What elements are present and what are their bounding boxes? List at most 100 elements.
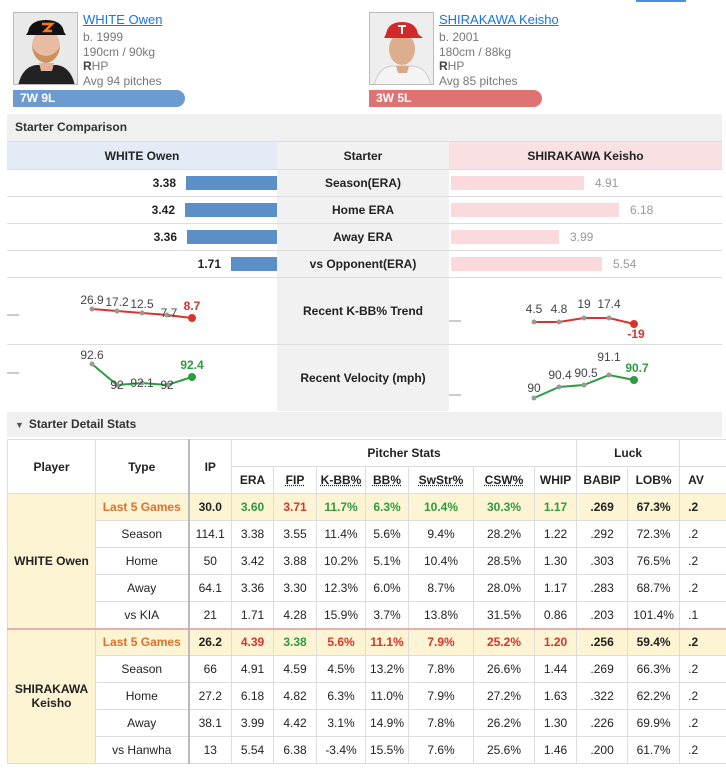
player-throws-white: RHP [83, 59, 109, 73]
row-type-cell: Last 5 Games [95, 627, 189, 656]
stat-cell-lob: 68.7% [627, 574, 681, 602]
kbb-left-point-2 [114, 308, 120, 314]
stat-cell-babip: .303 [576, 547, 629, 575]
velo-right-point-3 [581, 382, 587, 388]
era-compare-row: 3.36 Away ERA 3.99 [7, 223, 722, 250]
stat-cell-x: .2 [679, 574, 726, 602]
player-avg-pitches-white: Avg 94 pitches [83, 73, 162, 88]
stat-cell-era: 3.36 [231, 574, 274, 602]
stat-cell-kbb: -3.4% [316, 736, 366, 764]
col-fip[interactable]: FIP [273, 466, 317, 494]
stat-cell-csw: 26.2% [473, 709, 535, 737]
player-cell: WHITE Owen [7, 493, 96, 629]
stat-cell-bb: 14.9% [365, 709, 409, 737]
era-left-value: 3.36 [153, 230, 177, 244]
stat-cell-kbb: 12.3% [316, 574, 366, 602]
stat-cell-csw: 26.6% [473, 655, 535, 683]
player-name-link-shirakawa[interactable]: SHIRAKAWA Keisho [439, 12, 559, 27]
velo-left-label-5: 92.4 [180, 358, 204, 372]
detail-stats-toggle[interactable]: ▼ Starter Detail Stats [7, 412, 722, 437]
stat-cell-bb: 5.6% [365, 520, 409, 548]
kbb-left-label-3: 12.5 [130, 297, 154, 311]
era-left-value: 3.38 [152, 176, 176, 190]
player-card-white: WHITE Owen b. 1999 190cm / 90kg RHP Avg … [13, 12, 185, 107]
stat-cell-swstr: 10.4% [408, 493, 474, 521]
stat-cell-whip: 1.46 [533, 736, 578, 764]
stat-cell-swstr: 10.4% [408, 547, 474, 575]
stat-cell-kbb: 15.9% [316, 601, 366, 629]
kbb-left-label-4: -7.7 [157, 306, 178, 320]
kbb-right-point-1 [531, 319, 537, 325]
player-card-shirakawa: SHIRAKAWA Keisho b. 2001 180cm / 88kg RH… [369, 12, 559, 107]
era-left-cell: 1.71 [7, 251, 277, 277]
player-born-white: b. 1999 [83, 30, 124, 44]
col-type: Type [95, 439, 189, 494]
stat-cell-ip: 64.1 [187, 574, 232, 602]
player-name-link-white[interactable]: WHITE Owen [83, 12, 163, 27]
stat-cell-whip: 1.22 [533, 520, 578, 548]
stat-cell-ip: 13 [187, 736, 232, 764]
stat-cell-lob: 59.4% [627, 627, 681, 656]
stat-cell-fip: 3.38 [273, 627, 317, 656]
collapse-triangle-icon: ▼ [15, 420, 24, 430]
col-bb[interactable]: BB% [365, 466, 409, 494]
row-type-cell: Last 5 Games [95, 493, 189, 521]
era-right-value: 4.91 [595, 176, 619, 190]
velo-right-label-1: 90 [527, 381, 541, 395]
stat-cell-whip: 1.20 [533, 627, 578, 656]
kbb-right-label-4: 17.4 [597, 297, 621, 311]
col-swstr[interactable]: SwStr% [408, 466, 474, 494]
col-extra: AV [679, 466, 726, 494]
era-right-cell: 5.54 [449, 251, 722, 277]
stat-cell-era: 3.42 [231, 547, 274, 575]
col-player: Player [7, 439, 96, 494]
col-babip: BABIP [576, 466, 629, 494]
stat-cell-babip: .322 [576, 682, 629, 710]
group-luck: Luck [576, 439, 681, 467]
col-kbb[interactable]: K-BB% [316, 466, 366, 494]
kbb-right-point-5 [630, 320, 638, 328]
era-right-bar [451, 176, 584, 190]
velocity-left: 92.6 92 92.1 92 92.4 [7, 345, 277, 411]
era-left-bar [186, 176, 277, 190]
detail-stats-title: Starter Detail Stats [28, 417, 137, 431]
stat-cell-x: .2 [679, 493, 726, 521]
stat-cell-whip: 1.30 [533, 547, 578, 575]
stat-cell-swstr: 7.9% [408, 682, 474, 710]
stat-cell-era: 3.38 [231, 520, 274, 548]
stat-cell-bb: 11.0% [365, 682, 409, 710]
stat-cell-bb: 5.1% [365, 547, 409, 575]
kbb-trend-label: Recent K-BB% Trend [277, 278, 449, 344]
velo-left-point-2 [114, 382, 120, 388]
stat-cell-x: .2 [679, 627, 726, 656]
velo-left-point-3 [139, 380, 145, 386]
era-compare-row: 1.71 vs Opponent(ERA) 5.54 [7, 250, 722, 277]
stat-cell-lob: 62.2% [627, 682, 681, 710]
kbb-trend-right: 4.5 4.8 19 17.4 -19 [449, 278, 722, 344]
stat-cell-swstr: 8.7% [408, 574, 474, 602]
player-throws-shirakawa: RHP [439, 59, 465, 73]
table-row: Season 66 4.91 4.59 4.5% 13.2% 7.8% 26.6% 1.44.2… [8, 655, 726, 683]
player-photo-white [13, 12, 78, 85]
comparison-header-row: WHITE Owen Starter SHIRAKAWA Keisho [7, 141, 722, 169]
col-ip: IP [187, 439, 232, 494]
era-left-cell: 3.42 [7, 197, 277, 223]
stat-cell-bb: 3.7% [365, 601, 409, 629]
stat-cell-babip: .200 [576, 736, 629, 764]
stat-cell-x: .1 [679, 601, 726, 629]
stat-cell-babip: .283 [576, 574, 629, 602]
era-left-bar [185, 203, 277, 217]
stat-cell-babip: .226 [576, 709, 629, 737]
top-link-underline[interactable] [636, 0, 686, 2]
stat-cell-fip: 4.28 [273, 601, 317, 629]
stat-cell-babip: .269 [576, 655, 629, 683]
table-row: Season 114.1 3.38 3.55 11.4% 5.6% 9.4% 28.2% 1.2… [8, 520, 726, 548]
stat-cell-swstr: 13.8% [408, 601, 474, 629]
stat-cell-era: 4.91 [231, 655, 274, 683]
col-csw[interactable]: CSW% [473, 466, 535, 494]
kbb-left-label-5: 8.7 [184, 299, 201, 313]
stat-cell-kbb: 11.7% [316, 493, 366, 521]
era-right-bar [451, 230, 559, 244]
stat-cell-x: .2 [679, 655, 726, 683]
velo-left-label-2: 92 [110, 378, 124, 392]
